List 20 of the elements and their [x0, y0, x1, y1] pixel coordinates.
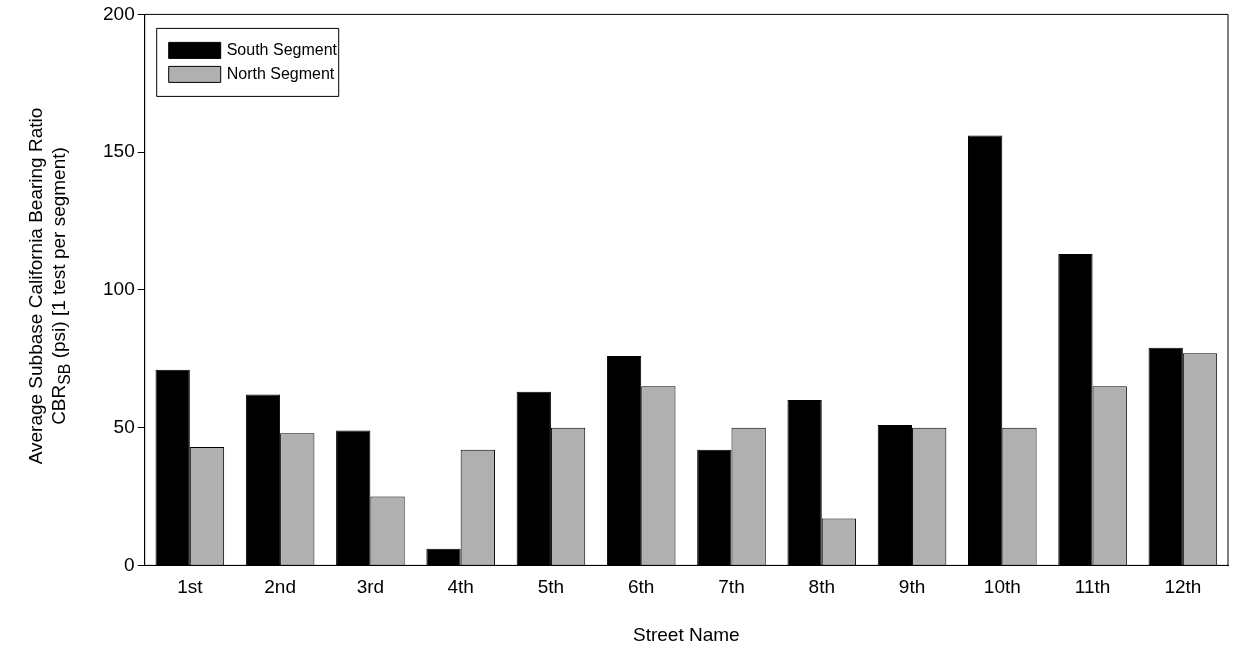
x-tick-label: 9th — [898, 576, 926, 598]
legend-label: South Segment — [226, 40, 338, 58]
x-tick-label: 12th — [1164, 576, 1202, 598]
x-tick-label: 2nd — [264, 576, 296, 598]
x-tick-label: 11th — [1074, 576, 1111, 598]
x-axis-title: Street Name — [633, 623, 740, 645]
y-tick-label: 200 — [103, 2, 135, 24]
x-tick-label: 1st — [177, 576, 204, 598]
y-tick-label: 0 — [124, 553, 135, 575]
legend-label: North Segment — [226, 64, 335, 82]
x-tick-label: 4th — [447, 576, 474, 598]
x-tick-label: 5th — [537, 576, 565, 598]
y-tick-label: 150 — [103, 140, 135, 162]
x-tick-label: 8th — [808, 576, 835, 598]
x-tick-label: 10th — [983, 576, 1021, 598]
x-tick-label: 7th — [718, 576, 745, 598]
y-tick-label: 50 — [113, 415, 135, 437]
x-tick-label: 3rd — [356, 576, 385, 598]
x-tick-label: 6th — [628, 576, 655, 598]
y-tick-label: 100 — [103, 278, 135, 300]
